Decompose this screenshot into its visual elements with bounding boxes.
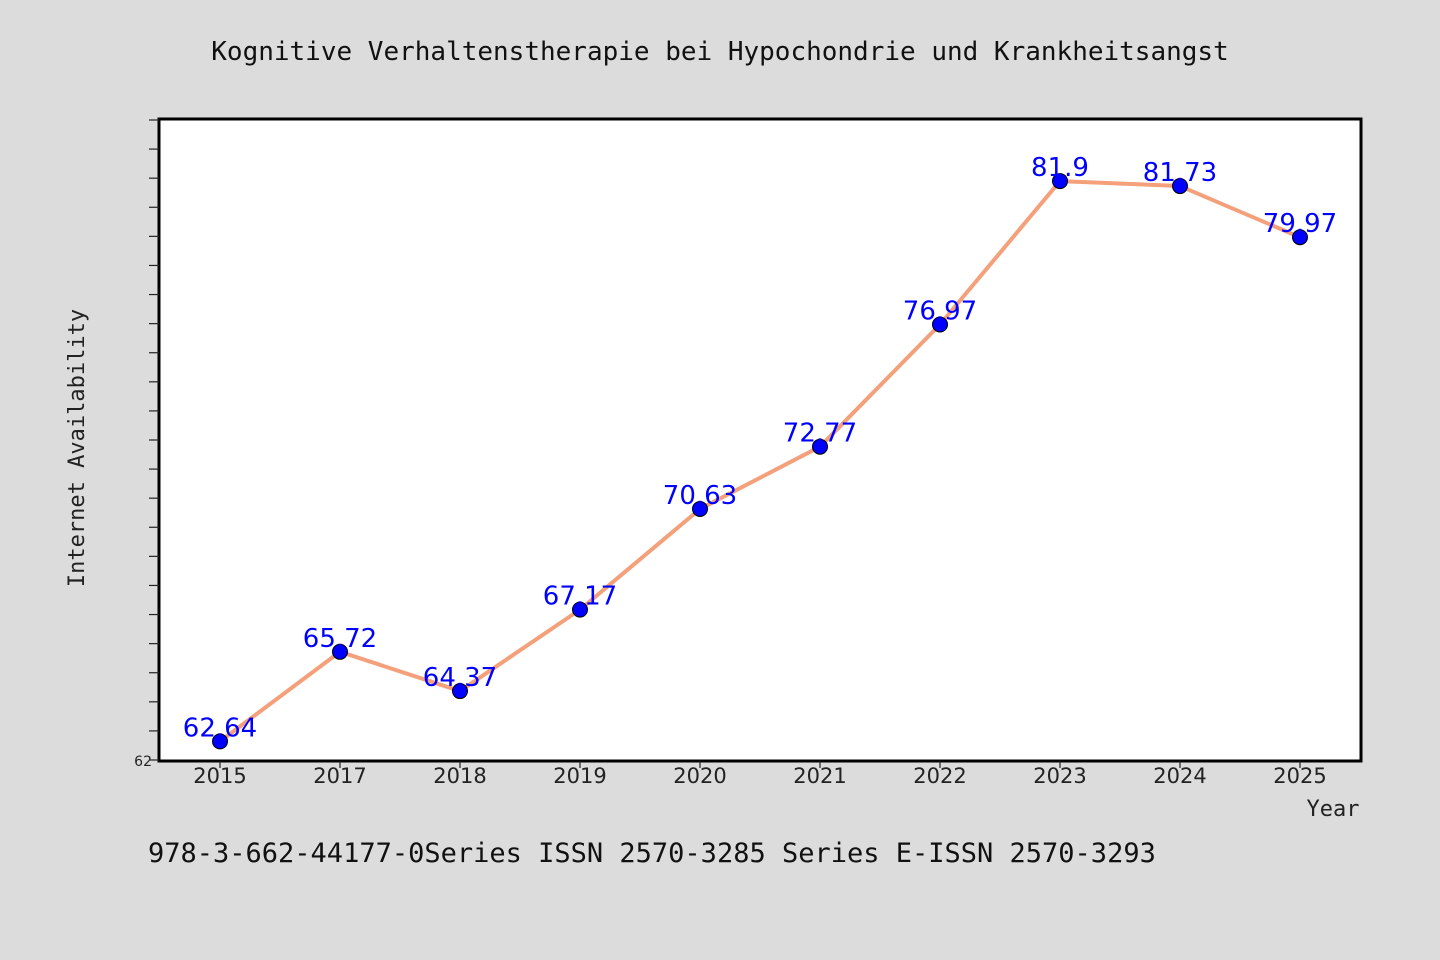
x-tick-label: 2015 xyxy=(193,764,246,788)
x-tick-label: 2020 xyxy=(673,764,726,788)
data-value-label: 65.72 xyxy=(303,624,377,654)
data-point-marker xyxy=(1052,173,1068,190)
axis-ticks: 62 xyxy=(134,119,159,770)
data-value-label: 72.77 xyxy=(783,419,857,449)
data-value-label: 81.73 xyxy=(1143,158,1217,188)
x-tick-label: 2017 xyxy=(313,764,366,788)
x-tick-label: 2024 xyxy=(1153,764,1206,788)
data-point-marker xyxy=(332,643,348,660)
x-tick-label: 2019 xyxy=(553,764,606,788)
x-tick-label: 2018 xyxy=(433,764,486,788)
data-point-marker xyxy=(212,733,228,750)
x-tick-label: 2022 xyxy=(913,764,966,788)
data-point-marker xyxy=(1292,229,1308,246)
data-value-label: 64.37 xyxy=(423,663,497,693)
chart-title: Kognitive Verhaltenstherapie bei Hypocho… xyxy=(211,37,1228,67)
x-tick-label: 2023 xyxy=(1033,764,1086,788)
data-value-label: 70.63 xyxy=(663,481,737,511)
series-markers xyxy=(212,173,1308,750)
y-tick-label: 62 xyxy=(134,754,152,770)
data-value-label: 76.97 xyxy=(903,297,977,327)
x-tick-label: 2025 xyxy=(1273,764,1326,788)
x-axis-label: Year xyxy=(1307,797,1360,822)
data-point-marker xyxy=(932,316,948,333)
data-value-label: 62.64 xyxy=(183,713,257,743)
data-point-marker xyxy=(812,438,828,455)
data-value-label: 67.17 xyxy=(543,582,617,612)
x-tick-label: 2021 xyxy=(793,764,846,788)
data-point-marker xyxy=(1172,178,1188,195)
data-labels: 62.64 65.72 64.37 67.17 70.63 72.77 76.97 81.9 8… xyxy=(183,153,1337,743)
x-axis-ticks: 2015 2017 2018 2019 2020 2021 2022 2023 2024 2025 xyxy=(193,761,1327,788)
data-value-label: 79.97 xyxy=(1263,209,1337,239)
data-value-label: 81.9 xyxy=(1031,153,1089,183)
y-axis-label: Internet Availability xyxy=(65,309,90,587)
footer-issn-text: 978-3-662-44177-0Series ISSN 2570-3285 S… xyxy=(148,838,1156,869)
series-line xyxy=(218,179,1301,743)
data-point-marker xyxy=(452,683,468,700)
data-point-marker xyxy=(692,500,708,517)
data-point-marker xyxy=(572,601,588,618)
plot-area xyxy=(157,117,1363,763)
